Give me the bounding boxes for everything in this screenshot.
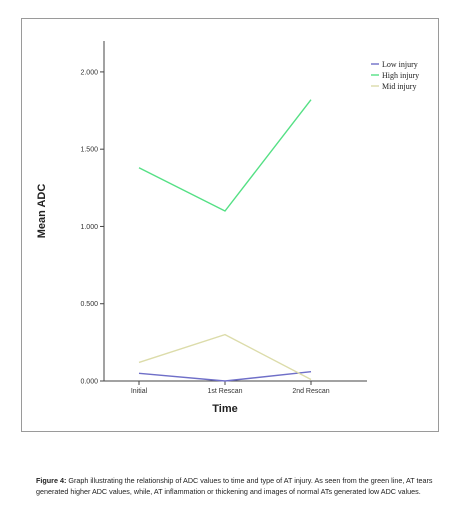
legend-label-high-injury: High injury bbox=[382, 71, 419, 80]
figure-frame: Mean ADC Time 0.000 0.500 1.000 1.500 2.000 … bbox=[21, 18, 439, 432]
y-tick-label: 2.000 bbox=[80, 69, 98, 76]
caption-label: Figure 4: bbox=[36, 476, 67, 485]
caption-text: Graph illustrating the relationship of A… bbox=[36, 476, 433, 496]
x-axis-title: Time bbox=[212, 403, 237, 415]
x-tick-label: Initial bbox=[131, 388, 148, 395]
y-tick-label: 0.500 bbox=[80, 301, 98, 308]
y-ticks: 0.000 0.500 1.000 1.500 2.000 bbox=[80, 69, 104, 386]
y-tick-label: 0.000 bbox=[80, 379, 98, 386]
series-line-low-injury bbox=[138, 371, 312, 382]
y-tick-label: 1.000 bbox=[80, 224, 98, 231]
y-axis-title: Mean ADC bbox=[36, 184, 48, 239]
line-chart: Mean ADC Time 0.0000.5001.0001.5002.000 … bbox=[36, 41, 419, 415]
x-tick-label: 2nd Rescan bbox=[292, 388, 329, 395]
figure-caption: Figure 4: Graph illustrating the relatio… bbox=[36, 475, 448, 497]
series-line-mid-injury bbox=[138, 333, 312, 381]
legend-label-low-injury: Low injury bbox=[382, 60, 418, 69]
y-tick-label: 1.500 bbox=[80, 147, 98, 154]
x-tick-label: 1st Rescan bbox=[207, 388, 242, 395]
series-lines bbox=[138, 99, 312, 382]
legend: Low injury High injury Mid injury bbox=[371, 60, 419, 91]
x-ticks: Initial 1st Rescan 2nd Rescan bbox=[131, 381, 330, 395]
series-line-high-injury bbox=[138, 99, 312, 212]
legend-label-mid-injury: Mid injury bbox=[382, 82, 416, 91]
